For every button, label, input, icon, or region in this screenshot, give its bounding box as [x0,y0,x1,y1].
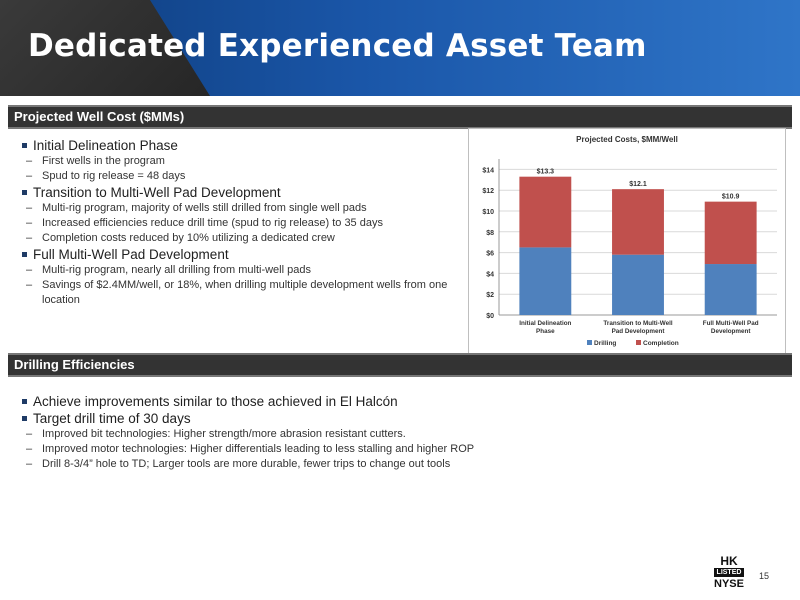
bar-drilling [612,254,664,315]
logo-listed: LISTED [714,568,744,577]
y-tick-label: $2 [486,292,494,299]
bullet-full-development: Full Multi-Well Pad Development [22,246,462,263]
logo-hk: HK [720,554,738,568]
section-bar-well-cost: Projected Well Cost ($MMs) [8,105,792,129]
section-title-drilling: Drilling Efficiencies [14,357,135,372]
section-bar-drilling: Drilling Efficiencies [8,353,792,377]
bar-completion [704,201,757,265]
y-tick-label: $6 [486,251,494,258]
bullet-initial-delineation: Initial Delineation Phase [22,137,462,154]
total-label: $13.3 [537,169,555,176]
y-tick-label: $8 [486,230,494,237]
chart-svg: Projected Costs, $MM/Well $0 $2 $4 $6 $8 $10 $… [482,135,777,347]
sub-bullet: Increased efficiencies reduce drill time… [22,216,462,231]
legend-label-drilling: Drilling [594,340,616,347]
bar-drilling [519,247,572,315]
logo-nyse: NYSE [714,578,744,590]
y-tick-label: $10 [482,209,494,216]
exchange-logo: HK LISTED NYSE [711,555,747,591]
legend-label-completion: Completion [643,340,679,347]
sub-bullet: Spud to rig release = 48 days [22,169,462,184]
x-tick-label: Transition to Multi-Well Pad Development [603,320,672,335]
well-cost-bullets: Initial Delineation Phase First wells in… [22,137,462,308]
y-tick-label: $0 [486,313,494,320]
chart-title: Projected Costs, $MM/Well [576,135,678,144]
bar-completion [612,189,664,255]
y-tick-label: $14 [482,167,494,174]
bullet-el-halcon: Achieve improvements similar to those ac… [22,393,482,410]
bullet-transition: Transition to Multi-Well Pad Development [22,184,462,201]
bar-completion [519,176,572,248]
sub-bullet: Drill 8-3/4” hole to TD; Larger tools ar… [22,457,482,472]
total-label: $12.1 [629,181,647,188]
section-title-well-cost: Projected Well Cost ($MMs) [14,109,185,124]
drilling-bullets: Achieve improvements similar to those ac… [22,393,482,472]
projected-costs-chart: Projected Costs, $MM/Well $0 $2 $4 $6 $8 $10 $… [468,128,786,354]
sub-bullet: Improved motor technologies: Higher diff… [22,442,482,457]
sub-bullet: Multi-rig program, nearly all drilling f… [22,263,462,278]
sub-bullet: Savings of $2.4MM/well, or 18%, when dri… [22,278,462,308]
page-number: 15 [759,571,770,581]
legend-swatch-drilling [587,340,592,345]
y-tick-label: $12 [482,188,494,195]
sub-bullet: Multi-rig program, majority of wells sti… [22,201,462,216]
bar-drilling [704,264,757,315]
legend-swatch-completion [636,340,641,345]
sub-bullet: First wells in the program [22,154,462,169]
x-tick-label: Initial Delineation Phase [519,320,571,335]
y-tick-label: $4 [486,271,494,278]
total-label: $10.9 [722,194,740,201]
page-title: Dedicated Experienced Asset Team [28,28,647,64]
sub-bullet: Completion costs reduced by 10% utilizin… [22,231,462,246]
sub-bullet: Improved bit technologies: Higher streng… [22,427,482,442]
header-banner: Dedicated Experienced Asset Team [0,0,800,96]
x-tick-label: Full Multi-Well Pad Development [703,320,759,335]
bullet-target-drill-time: Target drill time of 30 days [22,410,482,427]
